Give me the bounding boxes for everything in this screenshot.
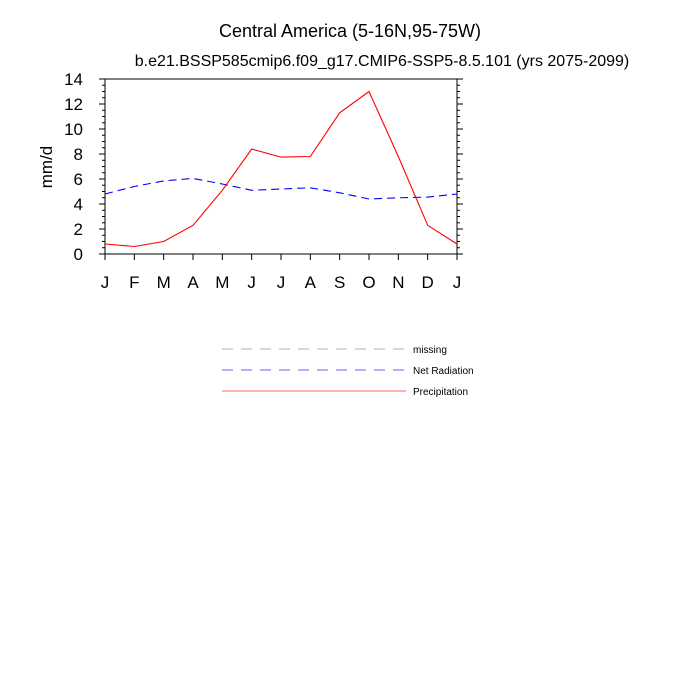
y-tick-label: 0 [74, 245, 83, 264]
x-tick-label: F [129, 273, 139, 292]
x-tick-label: J [453, 273, 462, 292]
y-tick-label: 6 [74, 170, 83, 189]
x-tick-label: M [157, 273, 171, 292]
x-tick-label: J [247, 273, 256, 292]
x-tick-label: N [392, 273, 404, 292]
series-line-net-radiation [104, 177, 458, 200]
x-tick-label: A [187, 273, 199, 292]
legend-label-precipitation: Precipitation [413, 387, 468, 398]
y-axis-label: mm/d [37, 146, 56, 189]
y-tick-label: 8 [74, 145, 83, 164]
legend-label-missing: missing [413, 345, 447, 356]
legend-label-net-radiation: Net Radiation [413, 366, 474, 377]
legend: missing Net Radiation Precipitation [222, 345, 474, 398]
x-tick-label: S [334, 273, 345, 292]
chart-subtitle: b.e21.BSSP585cmip6.f09_g17.CMIP6-SSP5-8.… [135, 53, 630, 70]
x-tick-label: D [422, 273, 434, 292]
y-tick-label: 2 [74, 220, 83, 239]
y-tick-label: 12 [64, 95, 83, 114]
y-tick-label: 10 [64, 120, 83, 139]
x-tick-label: A [305, 273, 317, 292]
x-tick-label: J [277, 273, 286, 292]
x-tick-label: J [101, 273, 110, 292]
series-line-precipitation [104, 90, 458, 248]
y-tick-label: 4 [74, 195, 83, 214]
plot-frame [104, 78, 458, 255]
x-tick-label: M [215, 273, 229, 292]
y-tick-label: 14 [64, 70, 83, 89]
x-tick-label: O [362, 273, 375, 292]
chart-title: Central America (5-16N,95-75W) [219, 21, 481, 41]
